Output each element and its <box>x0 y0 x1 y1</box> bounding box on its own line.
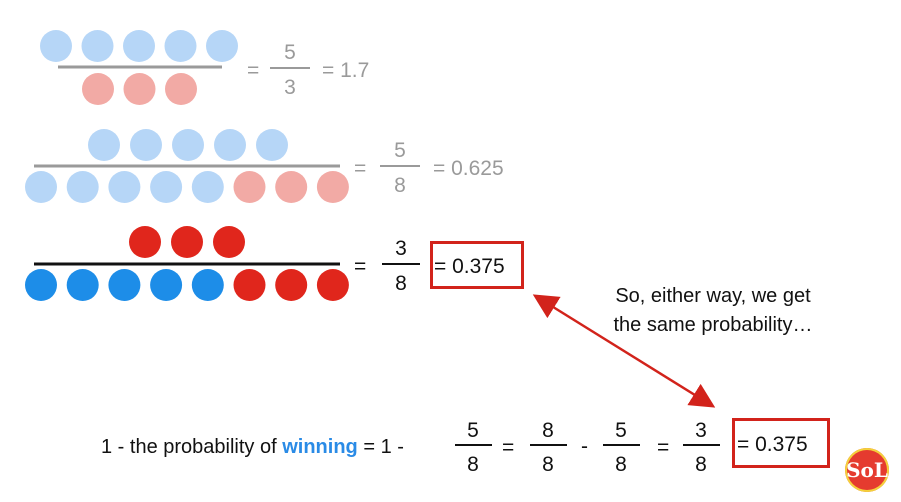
eq-frac2-numerator: 8 <box>542 419 554 442</box>
row1-bottom-red-marble <box>165 73 197 105</box>
equation-prefix-text: 1 - the probability of <box>101 436 277 458</box>
row3-result: = 0.375 <box>434 255 505 278</box>
row2-top-blue-marble <box>214 129 246 161</box>
row3-equals: = <box>354 255 367 278</box>
row1-top-blue-marble <box>123 30 155 62</box>
eq-frac4-numerator: 3 <box>695 419 707 442</box>
row3-top-red-marble <box>129 226 161 258</box>
row1-top-blue-marble <box>40 30 72 62</box>
row2-bottom-blue-marble <box>108 171 141 203</box>
row2-bottom-blue-marble <box>191 171 224 203</box>
eq-frac3-numerator: 5 <box>615 419 627 442</box>
row1-top-blue-marble <box>206 30 238 62</box>
equation-part2: = 1 - <box>363 436 404 458</box>
row1-top-blue-marble <box>81 30 114 62</box>
eq-frac1-numerator: 5 <box>467 419 479 442</box>
row1-bottom-red-marble <box>82 73 114 105</box>
eq-minus: - <box>581 435 588 458</box>
row1-bottom-red-marble <box>123 73 156 105</box>
row2-top-blue-marble <box>130 129 162 161</box>
eq-frac4-denominator: 8 <box>695 453 707 476</box>
eq-frac3-denominator: 8 <box>615 453 627 476</box>
row2-numerator: 5 <box>394 139 406 162</box>
row1-denominator: 3 <box>284 76 296 99</box>
row2-top-blue-marble <box>88 129 120 161</box>
row3-marbles <box>25 226 349 301</box>
row1-equals: = <box>247 59 260 82</box>
equation-highlight-box <box>732 418 830 468</box>
row3-top-red-marble <box>171 226 203 258</box>
row2-bottom-blue-marble <box>25 171 57 203</box>
row3-denominator: 8 <box>395 272 407 295</box>
sol-logo-text: SoL <box>846 458 888 482</box>
row2-top-blue-marble <box>256 129 288 161</box>
equation-prefix: 1 - the probability of winning = 1 - <box>101 437 404 457</box>
row2-equals: = <box>354 157 367 180</box>
callout-line2: the same probability… <box>613 314 813 336</box>
eq-equals1: = <box>502 436 515 459</box>
row2-bottom-red-marble <box>275 171 308 203</box>
eq-frac1-denominator: 8 <box>467 453 479 476</box>
row2-marbles <box>25 129 349 203</box>
row2-top-blue-marble <box>172 129 204 161</box>
equation-result: = 0.375 <box>737 433 808 456</box>
eq-frac2-denominator: 8 <box>542 453 554 476</box>
row3-bottom-blue-marble <box>25 269 57 301</box>
row1-numerator: 5 <box>284 41 296 64</box>
eq-equals2: = <box>657 436 670 459</box>
row3-bottom-blue-marble <box>150 269 183 301</box>
equation-keyword-winning: winning <box>282 436 358 458</box>
row3-top-red-marble <box>213 226 245 258</box>
connecting-arrow <box>532 294 716 408</box>
row3-numerator: 3 <box>395 237 407 260</box>
row3-bottom-blue-marble <box>191 269 224 301</box>
row2-bottom-red-marble <box>316 171 349 203</box>
sol-logo-icon: SoL <box>845 448 889 492</box>
row1-result: = 1.7 <box>322 59 370 82</box>
row2-bottom-red-marble <box>233 171 266 203</box>
row3-bottom-red-marble <box>233 269 266 301</box>
row2-bottom-blue-marble <box>150 171 183 203</box>
row1-marbles <box>40 30 238 105</box>
row3-highlight-box <box>430 241 524 289</box>
row2-bottom-blue-marble <box>66 171 99 203</box>
row3-bottom-blue-marble <box>108 269 141 301</box>
row1-top-blue-marble <box>164 30 197 62</box>
callout-line1: So, either way, we get <box>615 285 811 307</box>
row2-denominator: 8 <box>394 174 406 197</box>
row3-bottom-red-marble <box>316 269 349 301</box>
row3-bottom-red-marble <box>275 269 308 301</box>
callout-text: So, either way, we get the same probabil… <box>583 282 843 340</box>
row2-result: = 0.625 <box>433 157 504 180</box>
row3-bottom-blue-marble <box>66 269 99 301</box>
